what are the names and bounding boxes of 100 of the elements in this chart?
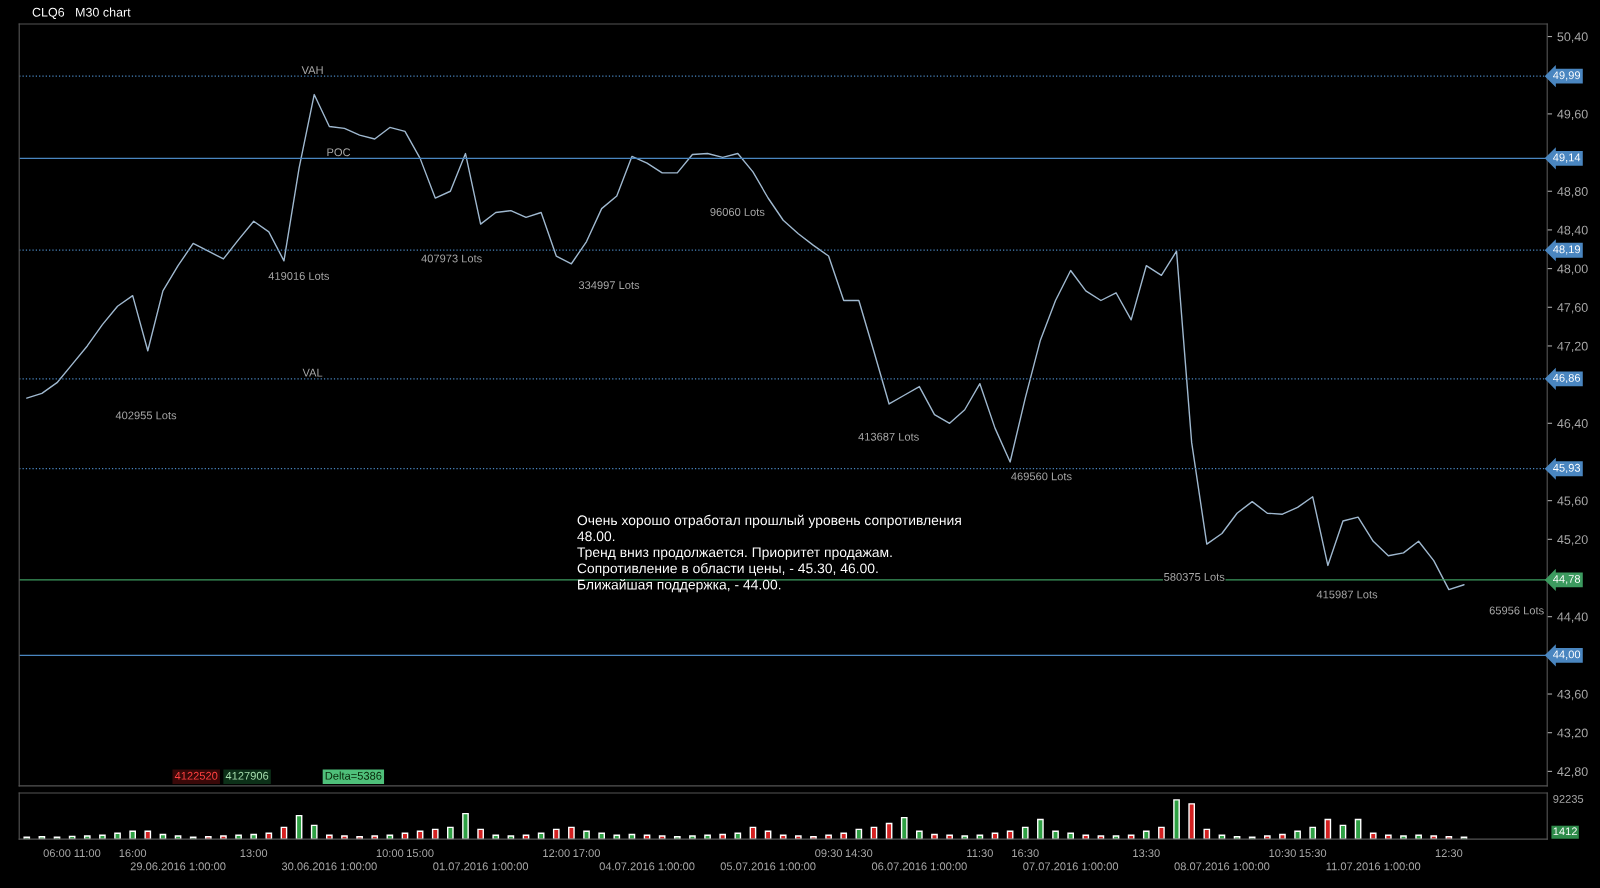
bar <box>613 834 621 840</box>
ref-line-label: 44,00 <box>1553 650 1581 660</box>
annotation: 413687 Lots <box>858 432 919 441</box>
annotation: 96060 Lots <box>710 208 765 216</box>
bar <box>658 835 666 840</box>
bar <box>1294 830 1301 840</box>
bar <box>295 814 303 840</box>
x-tick-label: 04.07.2016 1:00:00 <box>599 862 695 871</box>
bar <box>840 832 848 840</box>
annotation: 469560 Lots <box>1011 472 1072 481</box>
y-tick-label: 45,60 <box>1557 496 1588 507</box>
bar <box>477 828 484 840</box>
bar <box>325 834 333 840</box>
bar <box>1142 830 1150 840</box>
x-tick-label: 01.07.2016 1:00:00 <box>433 862 529 871</box>
bar <box>1188 803 1196 840</box>
x-tick-label: 12:30 <box>1435 849 1463 858</box>
bar <box>1037 818 1044 840</box>
bar <box>1233 836 1241 840</box>
y-tick-label: 47,60 <box>1557 303 1588 314</box>
bar <box>961 835 969 840</box>
y-tick-label: 43,60 <box>1557 689 1588 701</box>
bar <box>356 836 363 840</box>
bar <box>931 833 938 840</box>
bar <box>1369 832 1377 840</box>
bar <box>431 828 439 840</box>
bar <box>1082 834 1090 840</box>
x-tick-label: 17:00 <box>573 849 600 858</box>
bar <box>371 835 379 840</box>
y-tick-label: 42,80 <box>1557 767 1588 778</box>
bar <box>704 834 711 840</box>
bar <box>204 836 212 840</box>
bar <box>689 835 696 840</box>
annotation: Очень хорошо отработал прошлый уровень сопротивления 48.00. Тренд вниз продолжается. Приоритет продажам. Сопротивление в области цены, - 45.30, 46.00. Ближайшая поддержка, - 44.00. <box>577 514 961 593</box>
bar <box>1445 836 1453 840</box>
bar <box>83 835 91 840</box>
annotation: 65956 Lots <box>1489 606 1544 615</box>
y-tick-label: 48,40 <box>1557 225 1588 237</box>
bar <box>734 832 742 840</box>
bar <box>825 834 832 840</box>
y-tick-label: 47,20 <box>1557 341 1588 353</box>
bar <box>583 830 590 840</box>
bar <box>552 828 560 840</box>
bar <box>1021 826 1029 840</box>
bar <box>1415 834 1422 840</box>
bar <box>265 832 273 840</box>
annotation: 4127906 <box>225 771 269 780</box>
bar <box>492 834 500 840</box>
bar <box>1158 826 1165 840</box>
x-tick-label: 10:30 <box>1269 849 1296 858</box>
y-tick-label: 50,40 <box>1557 32 1588 43</box>
bar <box>250 833 258 840</box>
ref-line-label: 44,78 <box>1553 575 1581 585</box>
x-tick-label: 09:30 <box>815 849 843 858</box>
x-tick-label: 13:00 <box>240 849 268 858</box>
x-tick-label: 15:00 <box>407 849 434 858</box>
bar <box>38 836 46 840</box>
bar <box>1263 835 1271 840</box>
y-tick-label: 48,80 <box>1557 187 1588 198</box>
bar <box>1430 835 1438 840</box>
bar <box>1052 830 1059 840</box>
text: 92235 <box>1553 795 1584 803</box>
bar <box>114 832 121 840</box>
bar <box>447 826 454 840</box>
annotation: 334997 Lots <box>578 281 640 290</box>
x-tick-label: 10:00 <box>376 849 404 858</box>
annotation: 580375 Lots <box>1164 572 1225 581</box>
annotation: 407973 Lots <box>421 254 482 263</box>
bar <box>1067 832 1074 840</box>
bar <box>99 834 106 840</box>
x-tick-label: 06:00 <box>43 849 71 858</box>
x-tick-label: 05.07.2016 1:00:00 <box>720 862 816 871</box>
x-tick-label: 06.07.2016 1:00:00 <box>871 862 967 871</box>
annotation: 4122520 <box>174 771 218 780</box>
bar <box>1385 834 1392 840</box>
bar <box>174 835 182 840</box>
bar <box>1324 818 1332 840</box>
line-series <box>26 93 1465 591</box>
x-tick-label: 11:30 <box>967 849 993 858</box>
x-tick-label: 14:30 <box>845 849 873 858</box>
x-tick-label: 30.06.2016 1:00:00 <box>281 862 377 871</box>
annotation: 415987 Lots <box>1316 590 1378 599</box>
bar <box>1279 833 1286 840</box>
bar <box>779 834 787 840</box>
x-tick-label: 08.07.2016 1:00:00 <box>1174 862 1270 871</box>
annotation: POC <box>327 148 351 157</box>
bar <box>310 824 318 840</box>
annotation: Delta=5386 <box>325 771 382 780</box>
ref-line-label: 45,93 <box>1553 463 1581 474</box>
ref-line-label: 46,86 <box>1553 373 1581 384</box>
bar <box>673 836 681 840</box>
bar <box>507 835 515 840</box>
bar <box>794 835 802 840</box>
bar <box>1309 826 1317 840</box>
bar <box>1112 835 1120 840</box>
bar <box>568 826 575 840</box>
bar <box>916 830 923 840</box>
bar <box>1354 818 1362 840</box>
bar <box>1203 828 1211 840</box>
x-tick-label: 16:30 <box>1012 849 1039 858</box>
